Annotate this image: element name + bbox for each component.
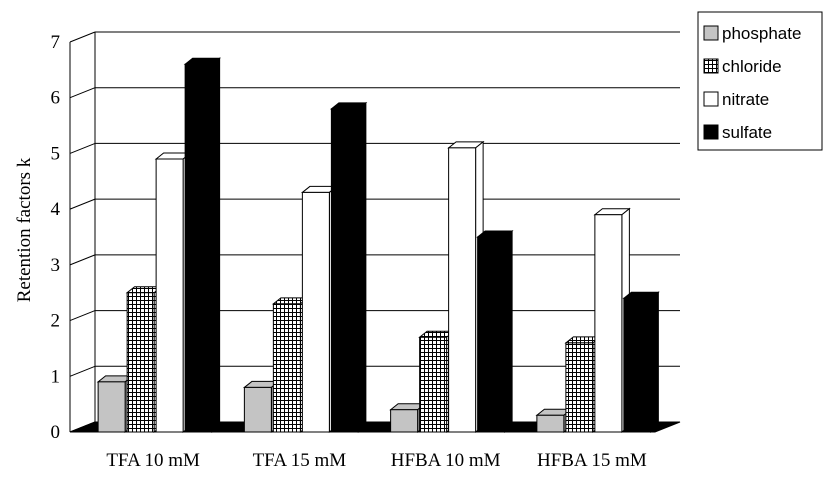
bar-front-face <box>243 386 272 433</box>
legend-swatch-sulfate <box>703 124 719 140</box>
y-tick-label: 6 <box>51 88 61 109</box>
legend-swatch-chloride <box>703 58 719 74</box>
x-category-label: TFA 10 mM <box>106 450 200 471</box>
bar-front-face <box>565 342 594 433</box>
legend-label-phosphate: phosphate <box>722 24 801 43</box>
bar-front-face <box>301 191 330 433</box>
bar-side-face <box>504 229 513 434</box>
bar-front-face <box>477 236 506 433</box>
legend-swatch-nitrate <box>703 91 719 107</box>
bar-side-face <box>211 57 221 434</box>
legend-swatch-phosphate <box>703 25 719 41</box>
legend-label-chloride: chloride <box>722 57 782 76</box>
y-tick-label: 3 <box>51 255 61 276</box>
y-tick-label: 2 <box>51 311 61 332</box>
axis-labels: 0 1 2 3 4 5 6 7 TFA 10 mM TFA 15 mM HFBA 10 mM HFBA… <box>51 32 647 471</box>
gridline-connector <box>69 87 96 99</box>
bar-front-face <box>272 303 301 433</box>
y-tick-label: 0 <box>51 422 61 443</box>
x-category-label: TFA 15 mM <box>253 450 347 471</box>
y-axis-title: Retention factors k <box>14 157 35 302</box>
bar-chloride <box>564 335 602 434</box>
bar-front-face <box>97 381 126 433</box>
bar-sulfate <box>476 229 514 434</box>
x-category-label: HFBA 10 mM <box>391 450 501 471</box>
y-tick-label: 5 <box>51 143 61 164</box>
bar-side-face <box>357 101 367 434</box>
bar-front-face <box>419 336 448 433</box>
bar-front-face <box>126 292 155 433</box>
legend-box <box>697 11 823 151</box>
bar-front-face <box>448 147 477 433</box>
gridline-connector <box>69 198 96 210</box>
bar-front-face <box>594 214 623 433</box>
legend: phosphate chloride nitrate sulfate <box>697 11 823 151</box>
bar-nitrate <box>447 140 485 434</box>
y-tick-label: 4 <box>51 199 61 220</box>
y-tick-label: 1 <box>51 366 61 387</box>
bar-side-face <box>650 291 659 434</box>
gridline-connector <box>69 365 96 377</box>
x-category-label: HFBA 15 mM <box>537 450 647 471</box>
bar-nitrate <box>593 207 631 434</box>
bar-front-face <box>390 409 419 433</box>
gridline-connector <box>69 254 96 266</box>
bar-sulfate <box>183 57 222 434</box>
y-tick-label: 7 <box>51 32 61 53</box>
bar-front-face <box>330 108 359 433</box>
bars <box>96 57 660 434</box>
gridline-connector <box>69 31 96 43</box>
gridline-connector <box>69 310 96 322</box>
legend-label-nitrate: nitrate <box>722 90 769 109</box>
bar-front-face <box>155 158 184 433</box>
bar-sulfate <box>622 291 660 434</box>
legend-label-sulfate: sulfate <box>722 123 772 142</box>
gridline-connector <box>69 142 96 154</box>
bar-front-face <box>536 414 565 433</box>
bar-sulfate <box>329 101 368 434</box>
bar-front-face <box>623 297 652 433</box>
bar-front-face <box>184 63 213 433</box>
